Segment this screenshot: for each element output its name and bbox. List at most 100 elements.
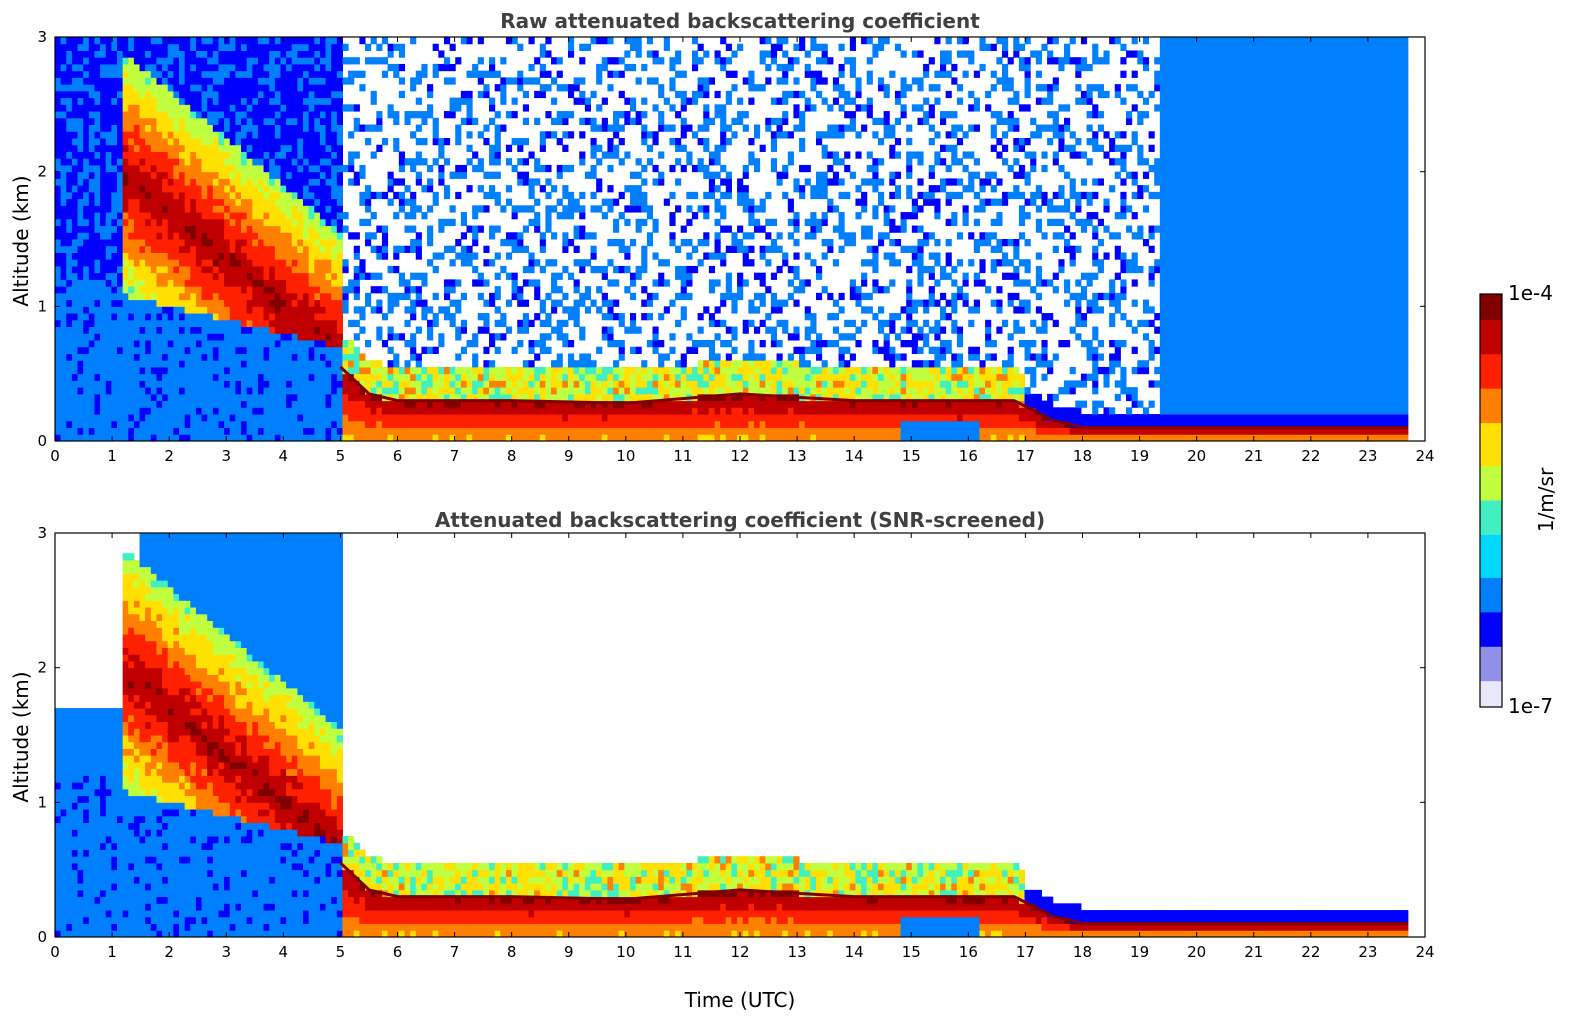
heatmap-cell — [117, 37, 124, 45]
heatmap-cell — [122, 178, 129, 186]
heatmap-cell — [263, 178, 270, 186]
heatmap-cell — [511, 286, 518, 294]
heatmap-cell — [156, 272, 163, 280]
heatmap-cell — [94, 400, 101, 408]
heatmap-cell — [60, 191, 67, 200]
heatmap-cell — [365, 373, 372, 381]
heatmap-cell — [370, 90, 377, 99]
heatmap-cell — [167, 353, 174, 361]
heatmap-cell — [393, 178, 400, 186]
heatmap-cell — [652, 131, 659, 139]
heatmap-cell — [325, 373, 332, 381]
heatmap-cell — [336, 50, 343, 58]
heatmap-cell — [720, 407, 727, 415]
heatmap-cell — [708, 158, 716, 166]
heatmap-cell — [449, 420, 456, 429]
heatmap-cell — [720, 205, 727, 213]
heatmap-cell — [539, 393, 546, 402]
heatmap-cell — [596, 400, 603, 408]
heatmap-cell — [235, 434, 242, 442]
heatmap-cell — [477, 313, 484, 321]
heatmap-cell — [162, 252, 169, 260]
heatmap-cell — [342, 265, 349, 274]
heatmap-cell — [195, 84, 203, 92]
heatmap-cell — [150, 171, 157, 179]
heatmap-cell — [579, 225, 586, 233]
heatmap-cell — [584, 232, 592, 240]
heatmap-cell — [212, 144, 219, 152]
heatmap-cell — [88, 191, 95, 200]
heatmap-cell — [173, 198, 180, 206]
heatmap-cell — [703, 360, 710, 368]
heatmap-cell — [590, 420, 597, 429]
heatmap-cell — [122, 346, 129, 354]
heatmap-cell — [725, 420, 732, 429]
heatmap-cell — [669, 57, 676, 65]
heatmap-cell — [472, 393, 479, 402]
heatmap-cell — [562, 380, 569, 388]
heatmap-cell — [415, 171, 422, 179]
heatmap-cell — [404, 212, 411, 220]
heatmap-cell — [241, 393, 248, 402]
heatmap-cell — [128, 84, 135, 92]
heatmap-cell — [286, 366, 293, 375]
heatmap-cell — [325, 292, 332, 301]
heatmap-cell — [55, 185, 62, 193]
heatmap-cell — [60, 272, 67, 280]
heatmap-cell — [218, 37, 225, 45]
heatmap-cell — [257, 84, 265, 92]
heatmap-cell — [128, 50, 135, 58]
heatmap-cell — [201, 414, 208, 422]
heatmap-cell — [449, 427, 456, 435]
heatmap-cell — [60, 407, 67, 415]
heatmap-cell — [359, 434, 366, 442]
heatmap-cell — [263, 252, 270, 260]
heatmap-cell — [613, 387, 620, 395]
heatmap-cell — [573, 259, 580, 267]
heatmap-cell — [669, 239, 676, 247]
heatmap-cell — [71, 366, 79, 375]
heatmap-cell — [179, 319, 186, 328]
heatmap-cell — [128, 353, 135, 361]
heatmap-cell — [511, 239, 518, 247]
heatmap-cell — [162, 340, 169, 348]
heatmap-cell — [624, 326, 631, 334]
heatmap-cell — [365, 232, 372, 240]
heatmap-cell — [342, 306, 349, 314]
heatmap-cell — [184, 319, 191, 328]
heatmap-cell — [528, 37, 535, 45]
heatmap-cell — [567, 313, 575, 321]
heatmap-cell — [697, 360, 704, 368]
heatmap-cell — [455, 387, 462, 395]
heatmap-cell — [319, 104, 327, 112]
heatmap-cell — [60, 414, 67, 422]
heatmap-cell — [635, 414, 642, 422]
heatmap-cell — [303, 144, 310, 152]
heatmap-cell — [184, 387, 191, 395]
heatmap-cell — [173, 117, 180, 126]
heatmap-cell — [274, 239, 281, 247]
heatmap-cell — [55, 158, 62, 166]
heatmap-cell — [218, 57, 225, 65]
heatmap-cell — [522, 205, 530, 213]
heatmap-cell — [263, 414, 270, 422]
heatmap-cell — [652, 340, 659, 348]
heatmap-cell — [291, 279, 298, 287]
heatmap-cell — [105, 212, 112, 220]
heatmap-cell — [207, 366, 214, 375]
heatmap-cell — [190, 124, 197, 132]
heatmap-cell — [336, 427, 343, 435]
heatmap-cell — [162, 420, 169, 429]
heatmap-cell — [167, 111, 174, 119]
heatmap-cell — [477, 326, 484, 334]
heatmap-cell — [291, 292, 298, 301]
heatmap-cell — [280, 387, 287, 395]
heatmap-cell — [376, 380, 383, 388]
heatmap-cell — [105, 360, 112, 368]
heatmap-cell — [624, 50, 631, 58]
heatmap-cell — [150, 90, 157, 99]
heatmap-cell — [505, 366, 513, 375]
heatmap-cell — [179, 70, 186, 78]
heatmap-cell — [686, 366, 693, 375]
heatmap-cell — [274, 124, 281, 132]
